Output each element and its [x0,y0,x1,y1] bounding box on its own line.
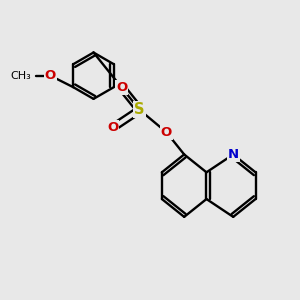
Text: N: N [228,148,239,161]
Text: O: O [107,121,118,134]
Text: CH₃: CH₃ [11,71,31,81]
Text: O: O [116,81,128,94]
Text: O: O [45,69,56,82]
Text: S: S [134,102,145,117]
Text: O: O [161,126,172,139]
